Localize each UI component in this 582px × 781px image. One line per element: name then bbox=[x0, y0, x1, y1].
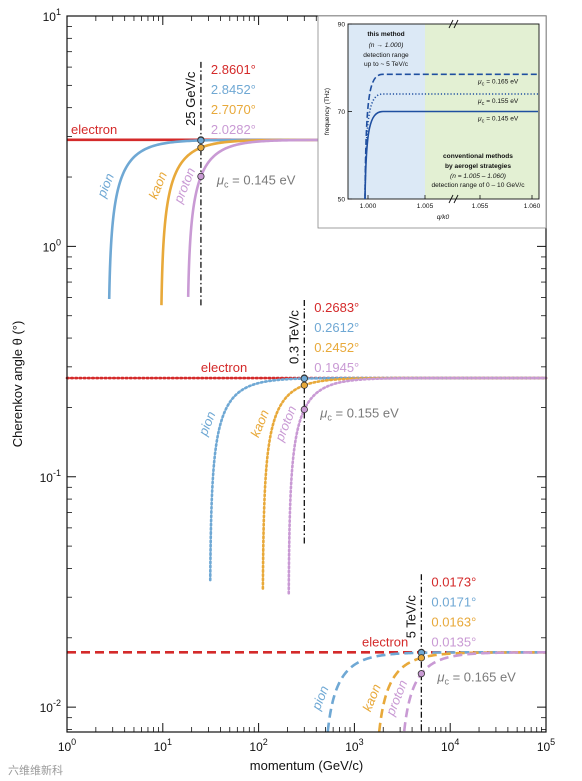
watermark: 六维维新科 bbox=[8, 763, 63, 777]
y-tick-label: 101 bbox=[43, 7, 61, 24]
pion-curve bbox=[326, 651, 546, 732]
electron-value: 0.2683° bbox=[314, 300, 359, 315]
axis-break-mark bbox=[448, 194, 454, 204]
inset-x-tick-label: 1.000 bbox=[360, 203, 377, 210]
inset-x-axis-title: q/k0 bbox=[437, 214, 450, 221]
kaon-value: 0.2452° bbox=[314, 340, 359, 355]
x-tick-label: 102 bbox=[249, 737, 267, 754]
mu-label: μc = 0.165 eV bbox=[436, 670, 516, 687]
this-method-range1: detection range bbox=[363, 52, 409, 59]
watermark-text: 六维维新科 bbox=[8, 763, 63, 777]
this-method-range2: up to ~ 5 TeV/c bbox=[364, 61, 409, 68]
inset-curve-solid bbox=[364, 110, 538, 200]
plot-frame bbox=[66, 15, 547, 733]
x-tick-label: 101 bbox=[154, 737, 172, 754]
pion-label: pion bbox=[195, 409, 218, 438]
pion-point bbox=[300, 374, 308, 383]
pion-label: pion bbox=[308, 684, 331, 713]
y-tick-label: 100 bbox=[43, 237, 61, 254]
this-method-title: this method bbox=[367, 31, 404, 38]
pion-value: 0.2612° bbox=[314, 320, 359, 335]
y-tick-label: 10-1 bbox=[40, 468, 61, 485]
inset-curve-dashed bbox=[364, 73, 538, 200]
mu-label: μc = 0.155 eV bbox=[319, 405, 399, 422]
mu-label: μc = 0.145 eV bbox=[216, 172, 296, 189]
kaon-label: kaon bbox=[247, 408, 271, 440]
proton-value: 0.1945° bbox=[314, 360, 359, 375]
kaon-label: kaon bbox=[146, 169, 170, 201]
proton-point bbox=[417, 670, 425, 678]
y-axis-title: Cherenkov angle θ (°) bbox=[10, 321, 25, 448]
axis-break-mark bbox=[453, 194, 459, 204]
pion-value: 0.0171° bbox=[431, 594, 476, 609]
inset-y-axis-title: frequency (THz) bbox=[324, 88, 331, 135]
kaon-value: 0.0163° bbox=[431, 614, 476, 629]
kaon-value: 2.7070° bbox=[211, 102, 256, 117]
x-tick-label: 104 bbox=[441, 737, 459, 754]
inset-curve-label: μc = 0.145 eV bbox=[477, 116, 519, 125]
kaon-point bbox=[197, 144, 205, 152]
conventional-title-1: conventional methods bbox=[443, 153, 513, 160]
kaon-point bbox=[417, 654, 425, 662]
proton-curve bbox=[402, 651, 547, 732]
x-tick-label: 105 bbox=[537, 737, 555, 754]
x-axis-title: momentum (GeV/c) bbox=[250, 758, 363, 773]
pion-point bbox=[197, 136, 205, 145]
kaon-label: kaon bbox=[359, 682, 383, 714]
inset-y-tick-label: 90 bbox=[338, 22, 346, 29]
electron-value: 2.8601° bbox=[211, 62, 256, 77]
electron-label: electron bbox=[201, 360, 247, 375]
inset-chart: 50 70 90 frequency (THz) 1.000 1.005 1.055 1.06… bbox=[317, 15, 547, 229]
this-method-n: (n → 1.000) bbox=[369, 42, 404, 49]
inset-curve-label: μc = 0.155 eV bbox=[477, 98, 519, 107]
inset-x-tick-label: 1.005 bbox=[417, 203, 434, 210]
conventional-range: detection range of 0 – 10 GeV/c bbox=[431, 182, 525, 189]
x-tick-label: 103 bbox=[345, 737, 363, 754]
proton-value: 0.0135° bbox=[431, 634, 476, 649]
electron-value: 0.0173° bbox=[431, 574, 476, 589]
momentum-label: 25 GeV/c bbox=[183, 71, 198, 126]
pion-label: pion bbox=[94, 171, 117, 200]
inset-x-tick-label: 1.055 bbox=[472, 203, 489, 210]
inset-x-tick-label: 1.060 bbox=[524, 203, 541, 210]
conventional-title-2: by aerogel strategies bbox=[445, 163, 511, 170]
pion-value: 2.8452° bbox=[211, 82, 256, 97]
proton-value: 2.0282° bbox=[211, 122, 256, 137]
chart-curves bbox=[65, 61, 548, 732]
electron-label: electron bbox=[71, 122, 117, 137]
axis-break-mark bbox=[453, 19, 459, 29]
momentum-label: 0.3 TeV/c bbox=[286, 310, 301, 364]
inset-y-tick-label: 70 bbox=[338, 109, 346, 116]
proton-point bbox=[300, 405, 308, 414]
x-tick-label: 100 bbox=[58, 737, 76, 754]
chart-axes: 100 101 102 103 104 105 101 100 10-1 10-2 momentum… bbox=[10, 7, 555, 773]
inset-y-tick-label: 50 bbox=[338, 197, 346, 204]
electron-label: electron bbox=[362, 634, 408, 649]
momentum-label: 5 TeV/c bbox=[403, 595, 418, 639]
inset-curve-label: μc = 0.165 eV bbox=[477, 78, 519, 87]
proton-curve bbox=[287, 376, 548, 595]
proton-point bbox=[197, 172, 205, 181]
conventional-n: (n = 1.005 – 1.060) bbox=[450, 173, 506, 180]
kaon-point bbox=[300, 381, 308, 389]
axis-break-mark bbox=[448, 19, 454, 29]
y-tick-label: 10-2 bbox=[40, 698, 61, 715]
